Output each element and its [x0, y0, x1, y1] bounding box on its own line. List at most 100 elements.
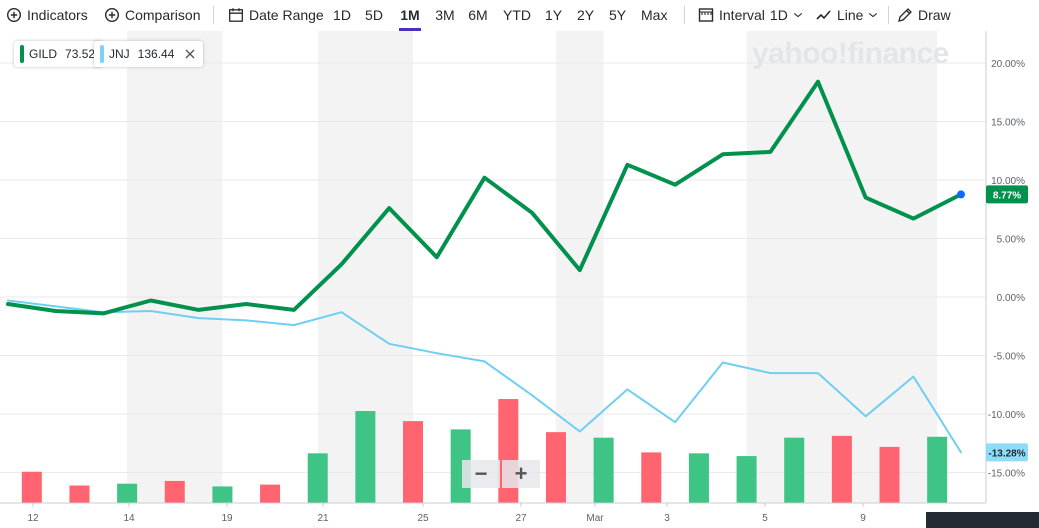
volume-bar: [307, 453, 328, 503]
draw-button[interactable]: Draw: [897, 7, 951, 23]
y-tick-label: -5.00%: [993, 352, 1025, 363]
series-line-jnj: [7, 299, 962, 454]
comparison-label: Comparison: [125, 7, 201, 23]
jnj-swatch: [100, 45, 104, 63]
day-band: [746, 31, 842, 503]
interval-label: Interval: [719, 7, 765, 23]
x-tick-label: Mar: [586, 513, 604, 524]
date-range-label: Date Range: [249, 7, 324, 23]
y-tick-label: 5.00%: [997, 235, 1025, 246]
volume-bar: [927, 436, 948, 503]
comparison-button[interactable]: Comparison: [104, 7, 200, 23]
close-icon[interactable]: [185, 49, 195, 59]
interval-value: 1D: [769, 7, 788, 23]
date-range-button[interactable]: Date Range: [228, 7, 324, 23]
price-chart[interactable]: 20.00% 15.00% 10.00% 5.00% 0.00% -5.00% -10.00…: [0, 31, 1039, 528]
line-chart-icon: [816, 10, 831, 20]
x-tick-label: 27: [515, 513, 527, 524]
time-scroll-indicator: [926, 512, 1039, 528]
range-1y-button[interactable]: 1Y: [545, 7, 563, 23]
range-1m-button[interactable]: 1M: [399, 0, 421, 31]
interval-dropdown[interactable]: Interval 1D: [698, 7, 803, 23]
gild-last-label-bg: [986, 185, 1028, 204]
toolbar-divider: [213, 6, 214, 24]
day-band: [127, 31, 223, 503]
gild-price: 73.52: [65, 47, 96, 61]
jnj-last-label: -13.28%: [988, 448, 1025, 459]
volume-bar: [545, 432, 566, 503]
range-1d-button[interactable]: 1D: [333, 7, 351, 23]
indicators-label: Indicators: [27, 7, 88, 23]
y-tick-label: 10.00%: [991, 176, 1025, 187]
last-value-labels: 8.77% -13.28%: [986, 185, 1028, 462]
zoom-in-button[interactable]: +: [502, 460, 540, 488]
volume-bar: [736, 456, 757, 503]
yahoo-finance-watermark: yahoo!finance: [752, 37, 949, 70]
range-max-button[interactable]: Max: [641, 7, 668, 23]
chevron-down-icon: [793, 13, 802, 18]
volume-bar: [403, 421, 424, 503]
volume-bar: [21, 471, 42, 503]
chart-type-dropdown[interactable]: Line: [816, 7, 878, 23]
chart-type-label: Line: [837, 7, 864, 23]
indicators-button[interactable]: Indicators: [6, 7, 88, 23]
y-axis: 20.00% 15.00% 10.00% 5.00% 0.00% -5.00% -10.00…: [0, 31, 1025, 504]
pencil-icon: [898, 8, 912, 22]
interval-icon: [698, 8, 714, 22]
volume-bar: [212, 486, 233, 503]
jnj-symbol: JNJ: [109, 47, 130, 61]
volume-bar: [69, 485, 90, 503]
x-tick-label: 12: [27, 513, 39, 524]
volume-bar: [355, 411, 376, 503]
range-6m-button[interactable]: 6M: [468, 7, 488, 23]
volume-bar: [641, 452, 662, 503]
last-point-marker: [957, 190, 965, 199]
series-line-gild: [6, 79, 963, 316]
volume-bar: [260, 484, 281, 503]
range-5y-button[interactable]: 5Y: [609, 7, 627, 23]
volume-bar: [164, 480, 185, 503]
y-tick-label: 15.00%: [991, 118, 1025, 129]
legend-jnj[interactable]: JNJ 136.44: [94, 41, 204, 67]
volume-bar: [688, 453, 709, 503]
plus-circle-icon: [104, 7, 120, 23]
volume-bar: [784, 437, 805, 503]
x-tick-label: 21: [317, 513, 329, 524]
x-axis: 12 14 19 21 25 27 Mar 3 5 9: [27, 503, 1039, 528]
x-tick-label: 5: [762, 513, 768, 524]
volume-bar: [831, 435, 852, 503]
gild-symbol: GILD: [29, 47, 58, 61]
chart-toolbar: Indicators Comparison Date Range 1D 5D 1…: [0, 0, 1039, 31]
range-5d-button[interactable]: 5D: [365, 7, 383, 23]
gild-last-label: 8.77%: [993, 190, 1021, 201]
draw-label: Draw: [918, 7, 951, 23]
volume-bar: [593, 437, 614, 503]
y-tick-label: -10.00%: [988, 410, 1025, 421]
y-tick-label: 0.00%: [997, 293, 1025, 304]
day-bands: [127, 31, 938, 503]
jnj-price: 136.44: [137, 47, 175, 61]
x-tick-label: 14: [123, 513, 135, 524]
jnj-last-label-bg: [986, 443, 1028, 462]
y-tick-label: -15.00%: [988, 469, 1025, 480]
range-ytd-button[interactable]: YTD: [503, 7, 531, 23]
plus-circle-icon: [6, 7, 22, 23]
x-tick-label: 9: [860, 513, 866, 524]
range-3m-button[interactable]: 3M: [435, 7, 455, 23]
y-tick-label: 20.00%: [991, 59, 1025, 70]
calendar-icon: [229, 8, 243, 22]
gild-swatch: [20, 45, 24, 63]
toolbar-divider: [888, 6, 889, 24]
series-lines: [6, 79, 965, 454]
x-tick-label: 3: [664, 513, 670, 524]
zoom-out-button[interactable]: −: [462, 460, 500, 488]
volume-bar: [879, 446, 900, 503]
x-tick-label: 25: [417, 513, 429, 524]
volume-bar: [117, 483, 138, 503]
toolbar-divider: [684, 6, 685, 24]
chevron-down-icon: [869, 13, 878, 18]
range-2y-button[interactable]: 2Y: [577, 7, 595, 23]
day-band: [841, 31, 938, 503]
x-tick-label: 19: [221, 513, 233, 524]
legend-gild[interactable]: GILD 73.52: [14, 41, 104, 67]
